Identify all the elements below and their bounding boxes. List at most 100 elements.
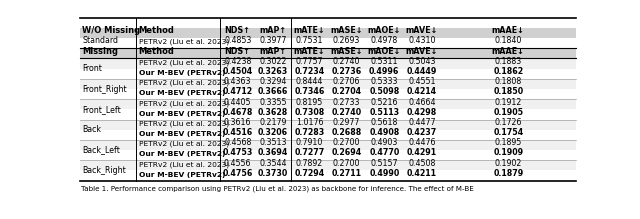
Text: 0.5311: 0.5311 [371, 57, 398, 66]
Text: Front: Front [83, 64, 102, 73]
Text: 0.3694: 0.3694 [258, 148, 288, 157]
Text: NDS↑: NDS↑ [225, 47, 251, 56]
Text: PETRv2 (Liu et al. 2023): PETRv2 (Liu et al. 2023) [138, 120, 228, 127]
Bar [80, 160, 576, 170]
Text: Back: Back [83, 125, 102, 134]
Bar [80, 58, 576, 69]
Text: 0.3263: 0.3263 [258, 67, 288, 76]
Text: Missing: Missing [83, 47, 118, 56]
Text: 0.7308: 0.7308 [294, 108, 324, 117]
Text: 0.2711: 0.2711 [332, 169, 362, 178]
Text: 0.4238: 0.4238 [224, 57, 252, 66]
Text: 0.4978: 0.4978 [371, 37, 398, 46]
Text: 0.3513: 0.3513 [259, 138, 287, 147]
Bar [80, 150, 576, 160]
Bar [80, 109, 576, 120]
Text: PETRv2 (Liu et al. 2023): PETRv2 (Liu et al. 2023) [138, 39, 228, 46]
Text: Front_Left: Front_Left [83, 105, 121, 114]
Bar [80, 140, 576, 150]
Text: 0.4908: 0.4908 [369, 128, 399, 137]
Text: 0.2179: 0.2179 [259, 118, 287, 127]
Text: 0.4664: 0.4664 [408, 97, 436, 106]
Bar [80, 48, 576, 58]
Text: 0.4504: 0.4504 [223, 67, 253, 76]
Text: 0.1902: 0.1902 [495, 159, 522, 168]
Text: Back_Right: Back_Right [83, 166, 126, 175]
Text: 0.1895: 0.1895 [495, 138, 522, 147]
Text: 0.4211: 0.4211 [407, 169, 437, 178]
Text: 0.2740: 0.2740 [332, 108, 362, 117]
Text: mATE↓: mATE↓ [294, 26, 325, 35]
Text: Our M-BEV (PETRv2): Our M-BEV (PETRv2) [138, 111, 225, 117]
Text: PETRv2 (Liu et al. 2023): PETRv2 (Liu et al. 2023) [138, 141, 228, 147]
Text: 0.3977: 0.3977 [259, 37, 287, 46]
Text: 0.5098: 0.5098 [369, 87, 399, 96]
Text: PETRv2 (Liu et al. 2023): PETRv2 (Liu et al. 2023) [138, 100, 228, 106]
Text: 0.7346: 0.7346 [294, 87, 324, 96]
Text: 0.4476: 0.4476 [408, 138, 436, 147]
Text: 0.3616: 0.3616 [224, 118, 252, 127]
Text: 0.4996: 0.4996 [369, 67, 399, 76]
Text: W/O Missing: W/O Missing [83, 26, 141, 35]
Text: mAP↑: mAP↑ [259, 47, 287, 56]
Text: 0.7277: 0.7277 [294, 148, 324, 157]
Text: 0.2733: 0.2733 [333, 97, 360, 106]
Text: 0.4405: 0.4405 [224, 97, 252, 106]
Text: 0.3544: 0.3544 [259, 159, 287, 168]
Bar [80, 170, 576, 181]
Text: 0.2706: 0.2706 [333, 77, 360, 86]
Text: 0.4449: 0.4449 [407, 67, 437, 76]
Text: 0.4990: 0.4990 [369, 169, 399, 178]
Text: 0.1912: 0.1912 [495, 97, 522, 106]
Text: 0.5043: 0.5043 [408, 57, 436, 66]
Text: 0.1862: 0.1862 [493, 67, 524, 76]
Text: 0.4363: 0.4363 [224, 77, 252, 86]
Text: 0.4756: 0.4756 [223, 169, 253, 178]
Text: 0.7294: 0.7294 [294, 169, 324, 178]
Text: 0.8444: 0.8444 [296, 77, 323, 86]
Text: 0.7910: 0.7910 [296, 138, 323, 147]
Text: 0.3730: 0.3730 [258, 169, 288, 178]
Text: 0.7757: 0.7757 [296, 57, 323, 66]
Text: 0.4477: 0.4477 [408, 118, 436, 127]
Text: 0.5618: 0.5618 [371, 118, 398, 127]
Text: Our M-BEV (PETRv2): Our M-BEV (PETRv2) [138, 131, 225, 137]
Bar [80, 79, 576, 89]
Text: 0.4214: 0.4214 [407, 87, 437, 96]
Text: Method: Method [138, 26, 175, 35]
Text: 0.1808: 0.1808 [495, 77, 522, 86]
Text: 0.7283: 0.7283 [294, 128, 324, 137]
Text: 0.1879: 0.1879 [493, 169, 524, 178]
Text: 0.2977: 0.2977 [333, 118, 360, 127]
Text: NDS↑: NDS↑ [225, 26, 251, 35]
Text: 0.3022: 0.3022 [259, 57, 287, 66]
Text: 0.8195: 0.8195 [296, 97, 323, 106]
Text: 0.3206: 0.3206 [258, 128, 288, 137]
Text: 0.7531: 0.7531 [296, 37, 323, 46]
Bar [80, 130, 576, 140]
Bar [80, 28, 576, 38]
Text: mAOE↓: mAOE↓ [367, 47, 401, 56]
Text: 0.2704: 0.2704 [332, 87, 362, 96]
Text: 0.4551: 0.4551 [408, 77, 436, 86]
Bar [80, 120, 576, 130]
Text: 0.2700: 0.2700 [333, 138, 360, 147]
Text: 0.2700: 0.2700 [333, 159, 360, 168]
Text: 0.4903: 0.4903 [371, 138, 398, 147]
Text: PETRv2 (Liu et al. 2023): PETRv2 (Liu et al. 2023) [138, 80, 228, 86]
Text: mATE↓: mATE↓ [294, 47, 325, 56]
Text: Front_Right: Front_Right [83, 85, 127, 94]
Text: 0.4291: 0.4291 [407, 148, 437, 157]
Text: 0.4237: 0.4237 [407, 128, 437, 137]
Text: 1.0176: 1.0176 [296, 118, 323, 127]
Text: 0.4516: 0.4516 [223, 128, 253, 137]
Text: Back_Left: Back_Left [83, 146, 120, 155]
Text: 0.2693: 0.2693 [333, 37, 360, 46]
Bar [80, 89, 576, 99]
Text: mAAE↓: mAAE↓ [492, 47, 525, 56]
Text: Our M-BEV (PETRv2): Our M-BEV (PETRv2) [138, 70, 225, 76]
Text: 0.4770: 0.4770 [369, 148, 399, 157]
Text: 0.4298: 0.4298 [407, 108, 437, 117]
Text: 0.1754: 0.1754 [493, 128, 524, 137]
Text: 0.1726: 0.1726 [495, 118, 522, 127]
